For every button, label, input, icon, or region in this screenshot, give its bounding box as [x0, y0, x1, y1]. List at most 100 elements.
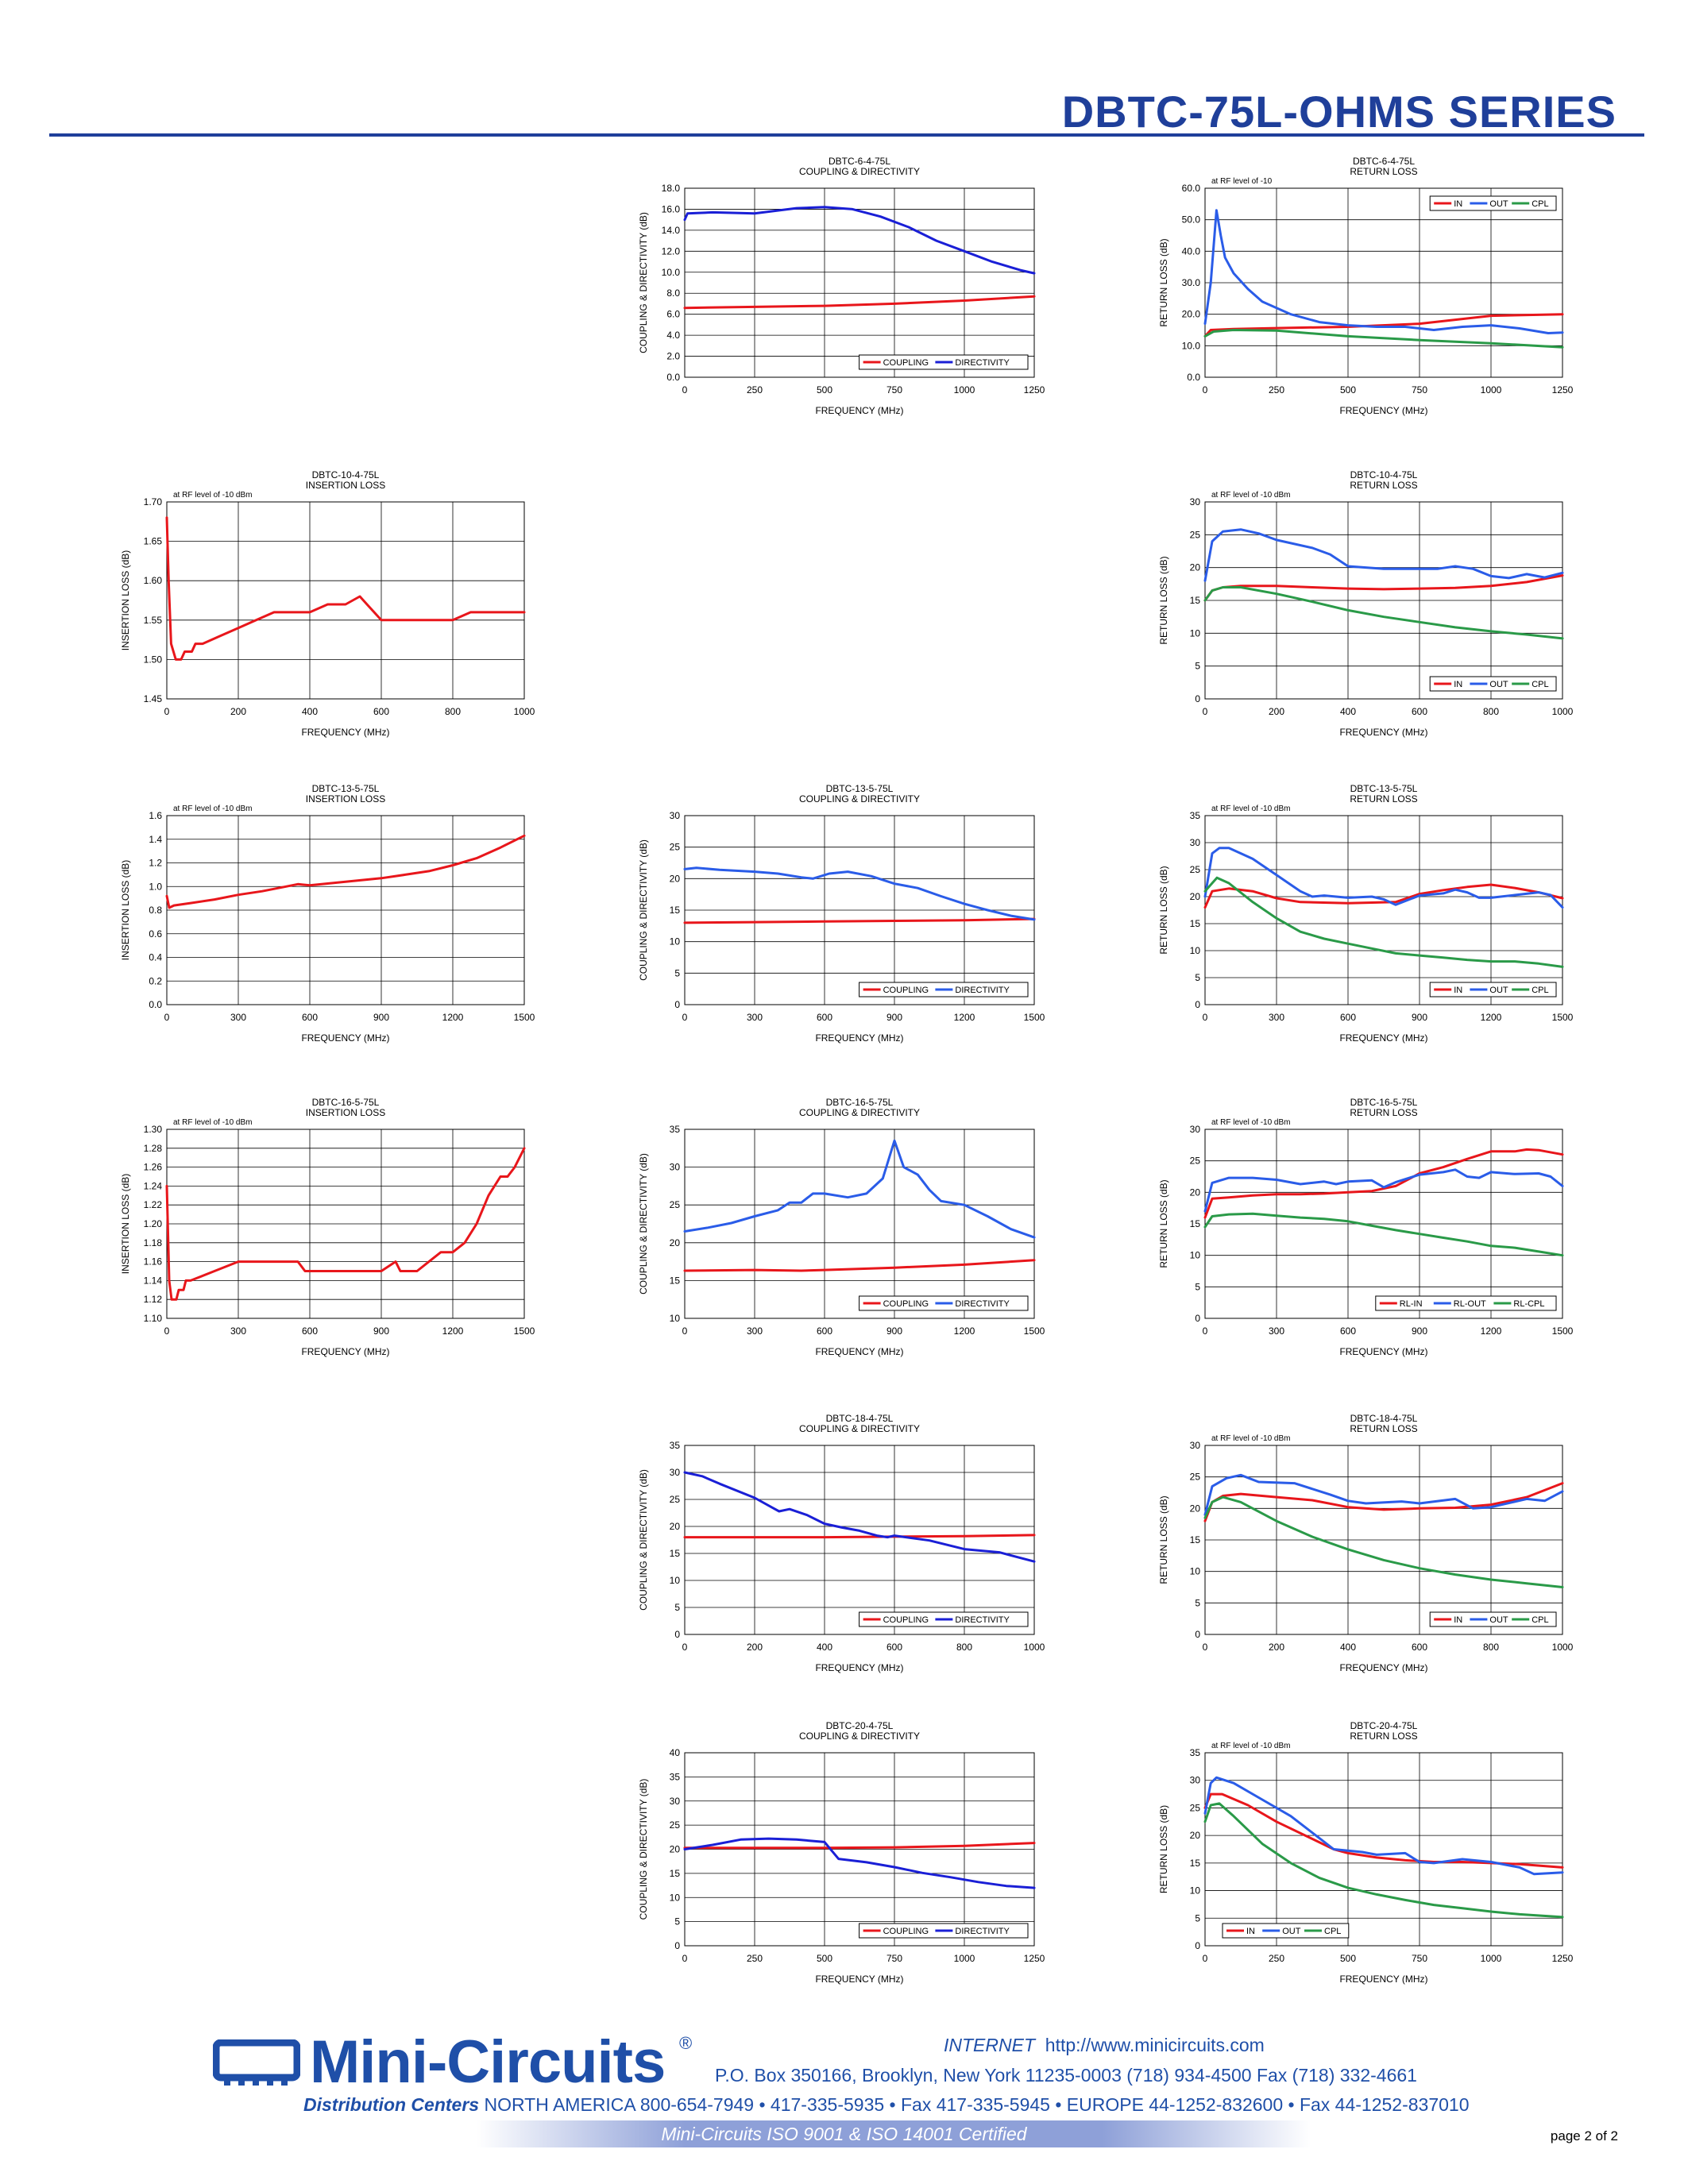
chart-title-line: DBTC-13-5-75L: [826, 783, 894, 794]
y-tick-label: 5: [1195, 1597, 1200, 1608]
x-tick-label: 0: [682, 1953, 688, 1964]
y-tick-label: 15: [1190, 918, 1201, 929]
y-tick-label: 1.22: [144, 1199, 163, 1210]
internet-label: INTERNET: [944, 2035, 1035, 2055]
series-line-out: [1203, 847, 1564, 909]
x-tick-label: 800: [1483, 706, 1499, 717]
x-tick-label: 0: [1203, 1642, 1208, 1653]
legend-label: OUT: [1489, 199, 1508, 209]
chart-title-line: RETURN LOSS: [1350, 480, 1417, 491]
x-tick-label: 1000: [514, 706, 535, 717]
chart-title-line: COUPLING & DIRECTIVITY: [799, 1107, 920, 1118]
y-tick-label: 20: [1190, 891, 1201, 902]
y-tick-label: 1.10: [144, 1313, 163, 1324]
plot-area: [1204, 815, 1563, 1005]
y-tick-label: 16.0: [662, 203, 681, 214]
y-axis-label: COUPLING & DIRECTIVITY (dB): [638, 1153, 649, 1295]
x-tick-label: 250: [747, 384, 763, 396]
website-link[interactable]: http://www.minicircuits.com: [1045, 2035, 1265, 2055]
x-tick-label: 600: [817, 1325, 832, 1337]
chart-title-line: DBTC-20-4-75L: [826, 1720, 894, 1731]
y-tick-label: 0: [674, 1940, 680, 1951]
chart-title-line: COUPLING & DIRECTIVITY: [799, 166, 920, 177]
y-tick-label: 30: [1190, 1775, 1201, 1786]
x-tick-label: 1200: [954, 1012, 975, 1023]
y-tick-label: 15: [1190, 595, 1201, 606]
legend-box: [1222, 1923, 1350, 1939]
x-tick-label: 900: [1412, 1325, 1427, 1337]
x-tick-label: 750: [1412, 1953, 1427, 1964]
x-tick-label: 1250: [1024, 1953, 1045, 1964]
y-tick-label: 35: [670, 1440, 681, 1451]
y-tick-label: 0: [1195, 1940, 1200, 1951]
brand-name: Mini-Circuits: [310, 2028, 666, 2096]
x-axis-label: FREQUENCY (MHz): [301, 1346, 389, 1357]
y-tick-label: 30: [1190, 1124, 1201, 1135]
x-tick-label: 0: [682, 1325, 688, 1337]
x-tick-label: 400: [302, 706, 318, 717]
x-tick-label: 0: [1203, 384, 1208, 396]
iso-certification: Mini-Circuits ISO 9001 & ISO 14001 Certi…: [661, 2124, 1027, 2144]
series-line-coupling: [683, 1534, 1036, 1539]
legend-label: COUPLING: [883, 1615, 929, 1625]
x-tick-label: 0: [164, 1012, 170, 1023]
y-tick-label: 1.60: [144, 575, 163, 586]
x-tick-label: 1000: [954, 384, 975, 396]
y-axis-label: INSERTION LOSS (dB): [120, 550, 131, 650]
x-tick-label: 300: [747, 1325, 763, 1337]
y-tick-label: 20: [1190, 1503, 1201, 1514]
x-tick-label: 600: [817, 1012, 832, 1023]
chart-title-line: DBTC-16-5-75L: [1350, 1097, 1418, 1108]
x-axis-label: FREQUENCY (MHz): [301, 727, 389, 738]
y-tick-label: 5: [1195, 1281, 1200, 1292]
y-tick-label: 1.12: [144, 1294, 163, 1305]
chart-title-line: INSERTION LOSS: [306, 480, 385, 491]
y-tick-label: 0.0: [1187, 372, 1200, 383]
y-tick-label: 1.70: [144, 496, 163, 507]
y-tick-label: 0: [1195, 693, 1200, 704]
series-line-directivity: [683, 1471, 1036, 1563]
y-tick-label: 20: [1190, 1187, 1201, 1198]
x-tick-label: 300: [230, 1012, 246, 1023]
y-tick-label: 0.0: [149, 999, 162, 1010]
x-tick-label: 1000: [1552, 1642, 1574, 1653]
y-tick-label: 20: [670, 1844, 681, 1855]
series-line-cpl: [1203, 1802, 1564, 1919]
x-tick-label: 1200: [1481, 1325, 1502, 1337]
x-tick-label: 1500: [1552, 1012, 1574, 1023]
x-tick-label: 600: [302, 1012, 318, 1023]
y-tick-label: 40.0: [1182, 245, 1201, 257]
series-line-rl-cpl: [1203, 1212, 1564, 1257]
y-axis-label: RETURN LOSS (dB): [1158, 238, 1169, 326]
chart-legend: RL-IN RL-OUT RL-CPL: [1375, 1295, 1557, 1311]
y-tick-label: 50.0: [1182, 214, 1201, 226]
chart-title-line: DBTC-20-4-75L: [1350, 1720, 1418, 1731]
x-tick-label: 900: [373, 1325, 389, 1337]
y-tick-label: 0.8: [149, 905, 162, 916]
y-tick-label: 18.0: [662, 183, 681, 194]
legend-label: CPL: [1532, 986, 1548, 995]
y-tick-label: 20: [1190, 1830, 1201, 1841]
y-tick-label: 10.0: [1182, 340, 1201, 351]
chart-legend: IN OUT CPL: [1429, 1611, 1557, 1627]
x-axis-label: FREQUENCY (MHz): [815, 1662, 903, 1673]
x-tick-label: 400: [817, 1642, 832, 1653]
x-axis-label: FREQUENCY (MHz): [1339, 727, 1427, 738]
mini-circuits-logo-icon: [213, 2039, 300, 2086]
y-tick-label: 25: [1190, 1472, 1201, 1483]
chart-note: at RF level of -10 dBm: [1211, 805, 1290, 813]
x-tick-label: 1000: [1481, 1953, 1502, 1964]
y-tick-label: 1.4: [149, 834, 162, 845]
chart-title-line: DBTC-18-4-75L: [1350, 1413, 1418, 1424]
series-line-coupling: [683, 1259, 1036, 1272]
y-tick-label: 1.45: [144, 693, 163, 704]
chart-note: at RF level of -10: [1211, 177, 1273, 186]
x-axis-label: FREQUENCY (MHz): [1339, 1032, 1427, 1044]
y-tick-label: 15: [670, 1548, 681, 1559]
